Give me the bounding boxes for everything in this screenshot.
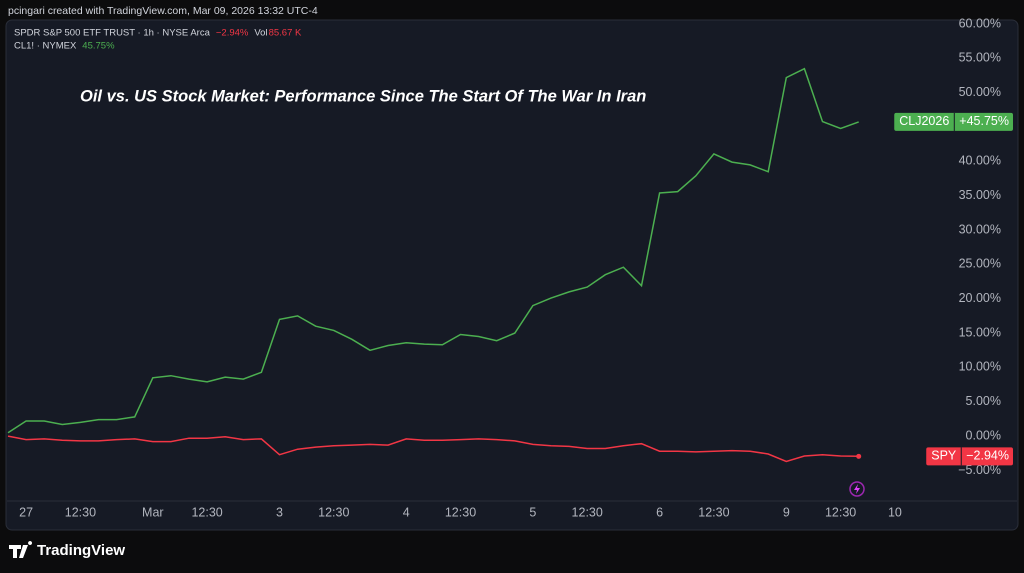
- legend-change: 45.75%: [82, 41, 115, 52]
- x-tick-label: 12:30: [191, 505, 222, 519]
- y-tick-label: 20.00%: [959, 291, 1001, 305]
- y-tick-label: 50.00%: [959, 85, 1001, 99]
- chart-title: Oil vs. US Stock Market: Performance Sin…: [80, 87, 646, 105]
- legend-name: CLJ2026: [899, 114, 949, 128]
- y-tick-label: −5.00%: [958, 463, 1001, 477]
- last-point: [856, 453, 862, 459]
- tag-box: [926, 447, 1013, 466]
- x-tick-label: 12:30: [65, 505, 96, 519]
- y-tick-label: 40.00%: [959, 154, 1001, 168]
- y-tick-label: 60.00%: [959, 16, 1001, 30]
- icon: [849, 481, 865, 497]
- price-tag: CLJ2026 +45.75%: [894, 112, 1013, 131]
- legend-text: SPDR S&P 500 ETF TRUST · 1h · NYSE Arca: [14, 28, 211, 39]
- tag-box: [894, 112, 1013, 131]
- y-tick-label: 25.00%: [959, 257, 1001, 271]
- x-tick-label: 4: [403, 505, 410, 519]
- x-tick-label: 12:30: [445, 505, 476, 519]
- x-tick-label: 12:30: [318, 505, 349, 519]
- tag-value: +45.75%: [959, 114, 1009, 128]
- x-tick-label: 12:30: [698, 505, 729, 519]
- x-tick-label: Mar: [142, 505, 164, 519]
- brand: TradingView: [37, 542, 125, 559]
- series-line: [7, 435, 859, 463]
- x-tick-label: 5: [529, 505, 536, 519]
- x-tick-label: 12:30: [825, 505, 856, 519]
- y-tick-label: 0.00%: [966, 428, 1001, 442]
- y-tick-label: 5.00%: [966, 394, 1001, 408]
- x-tick-label: 9: [783, 505, 790, 519]
- logo-mark: [9, 541, 33, 558]
- x-tick-label: 3: [276, 505, 283, 519]
- y-tick-label: 55.00%: [959, 51, 1001, 65]
- legend: SPDR S&P 500 ETF TRUST · 1h · NYSE Arca −…: [14, 28, 302, 52]
- y-tick-label: 35.00%: [959, 188, 1001, 202]
- y-tick-label: 15.00%: [959, 325, 1001, 339]
- panel: [5, 19, 1019, 531]
- y-tick-label: 30.00%: [959, 222, 1001, 236]
- legend-change: −2.94%: [216, 28, 249, 39]
- legend-name: SPY: [931, 449, 957, 463]
- legend-text: CL1! · NYMEX: [14, 41, 77, 52]
- legend-vol: 85.67 K: [269, 28, 302, 39]
- icon: [854, 484, 860, 494]
- tag-value: −2.94%: [966, 449, 1009, 463]
- legend-vol-label: Vol: [254, 28, 267, 39]
- x-tick-label: 27: [19, 505, 33, 519]
- x-tick-label: 12:30: [572, 505, 603, 519]
- price-tag: SPY −2.94%: [926, 447, 1013, 466]
- credit: pcingari created with TradingView.com, M…: [8, 5, 318, 17]
- x-tick-label: 10: [888, 505, 902, 519]
- y-tick-label: 10.00%: [959, 360, 1001, 374]
- series-line: [7, 67, 859, 434]
- x-tick-label: 6: [656, 505, 663, 519]
